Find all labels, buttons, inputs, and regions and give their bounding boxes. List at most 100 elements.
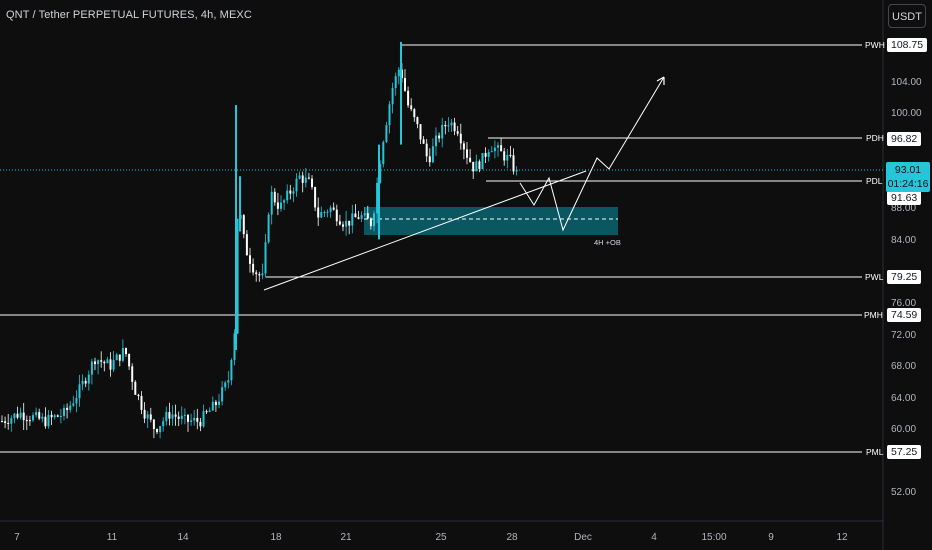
candle-body [252,263,255,273]
candle-body [146,414,149,419]
candle-body [193,417,196,421]
price-tick: 52.00 [891,487,917,498]
candle-body [72,403,75,406]
candle-body [378,144,380,240]
date-label: 9 [768,532,774,543]
candle-body [177,416,180,419]
date-label: 18 [270,532,282,543]
candle-body [292,191,295,194]
candle-body [75,398,78,404]
date-label: 15:00 [701,532,727,543]
pwh-price-tag: 108.75 [887,38,928,52]
candle-body [317,207,320,218]
candle-body [255,272,258,275]
candle-body [425,143,428,157]
candle-body [388,104,391,126]
candle-body [419,124,422,140]
candle-body [16,413,19,418]
projected-path[interactable] [519,76,665,232]
candle-body [376,182,379,214]
pmh-price-tag: 74.59 [887,308,922,322]
candle-body [428,156,431,163]
candle-body [137,394,140,396]
candle-body [100,360,103,362]
candle-body [121,348,124,361]
pdl-label: PDL [866,176,883,186]
candle-body [180,415,183,419]
candle-body [459,133,462,144]
candle-body [435,135,437,147]
candle-body [50,414,53,418]
pml-label: PML [866,447,884,457]
trendline[interactable] [263,170,587,291]
pwh-label: PWH [865,40,885,50]
candle-body [78,384,81,399]
price-tick: 60.00 [891,424,917,435]
candle-body [400,41,402,145]
candle-body [509,154,512,156]
candle-body [199,421,202,427]
candle-body [373,213,375,227]
pmh-label: PMH [864,310,883,320]
candle-body [503,151,506,161]
candle-body [7,422,10,424]
candle-body [273,191,276,203]
candle-body [235,105,237,350]
candle-body [168,411,171,419]
candle-body [19,412,22,418]
candle-body [56,415,59,417]
candle-body [453,122,456,132]
candle-body [202,411,205,427]
candle-body [444,124,447,127]
candle-body [314,187,317,208]
candle-body [295,178,298,192]
pwl-price-tag: 79.25 [887,270,922,284]
candle-body [211,401,214,411]
candle-body [456,131,459,134]
candle-body [165,411,168,422]
candle-body [394,76,397,89]
candle-body [360,215,363,219]
pml-price-tag: 57.25 [887,445,922,459]
candlestick-series [1,41,518,439]
candle-body [53,415,56,418]
candle-body [506,154,509,161]
pdl-price-tag: 91.63 [887,191,922,205]
date-label: 25 [435,532,447,543]
candle-body [38,412,41,419]
price-tick: 76.00 [891,298,917,309]
candle-body [221,387,224,402]
candle-body [363,213,366,216]
candle-body [379,164,382,183]
candle-body [106,359,109,364]
candle-body [326,211,329,213]
candle-body [329,207,332,212]
candle-body [230,359,233,381]
candle-body [280,202,282,209]
candle-body [245,234,248,256]
candle-body [357,217,360,219]
candle-body [407,90,410,106]
candle-body [159,426,162,433]
candle-body [112,359,115,370]
currency-button[interactable]: USDT [888,4,926,28]
candle-body [397,69,400,77]
order-block-zone[interactable] [364,207,618,235]
candle-body [490,151,493,153]
candle-body [242,215,245,235]
candle-body [462,143,465,150]
candle-body [25,420,28,422]
candle-body [487,151,490,157]
candle-body [97,360,100,365]
pdh-label: PDH [866,133,884,143]
candle-body [218,401,220,406]
candle-body [332,207,335,210]
candle-body [348,220,351,226]
candle-body [307,177,310,179]
candle-body [69,405,72,410]
candle-body [162,421,165,427]
candle-body [13,413,16,419]
candle-body [469,157,472,162]
date-label: Dec [574,532,592,543]
